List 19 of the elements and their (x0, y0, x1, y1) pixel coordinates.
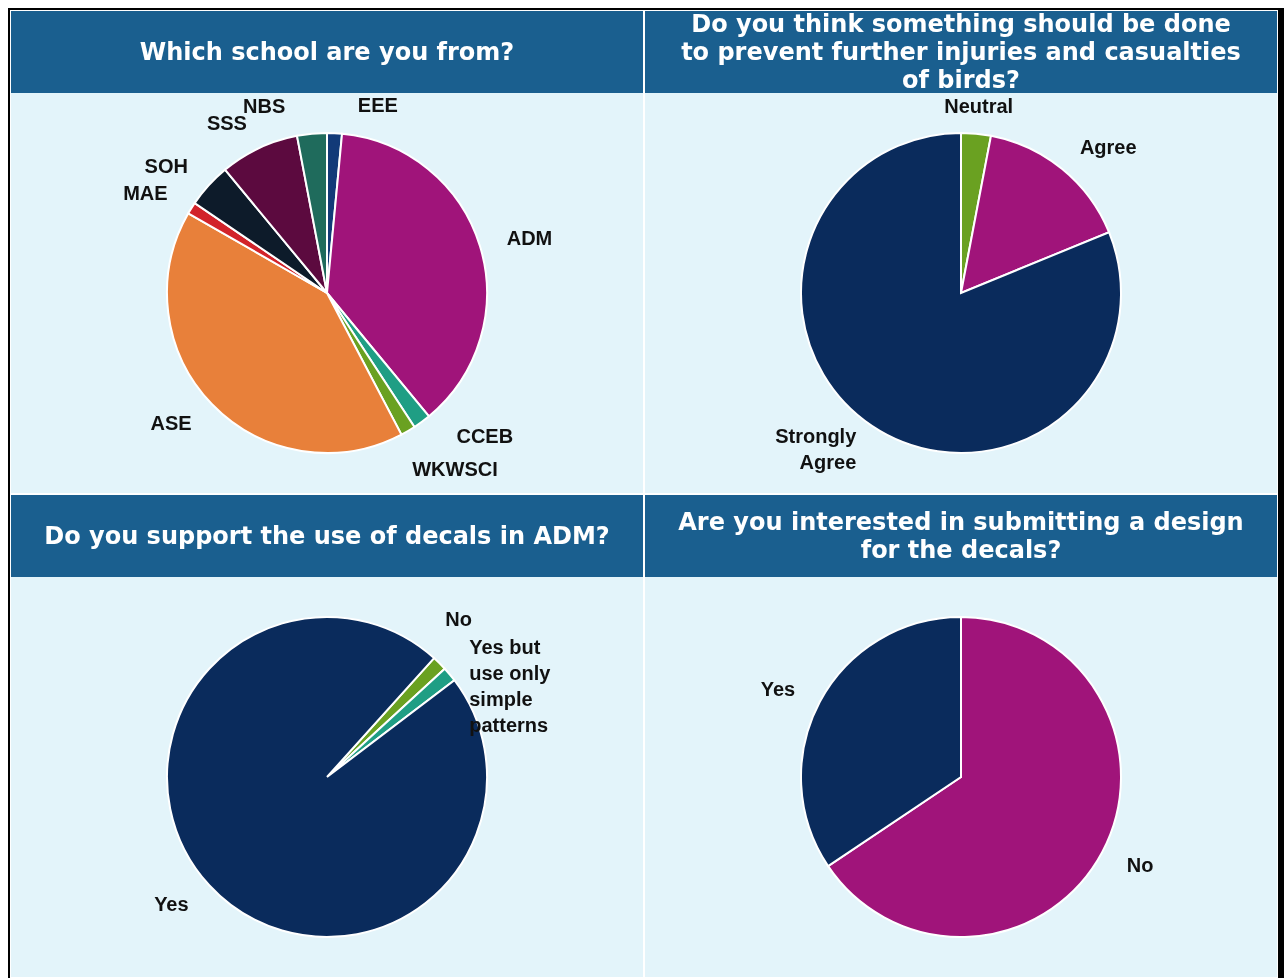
slice-label: SOH (144, 155, 188, 178)
slice-label: ADM (506, 226, 553, 249)
slice-label: WKWSCI (412, 458, 498, 481)
slice-label: EEE (357, 94, 398, 117)
chart-title: Are you interested in submitting a design for the decals? (645, 495, 1277, 577)
slice-label: CCEB (456, 425, 514, 448)
slice-label: No (445, 608, 472, 631)
chart-title: Do you think something should be done to prevent further injuries and casualties of birds? (645, 10, 1277, 94)
slice-label: Strongly Agree (775, 425, 858, 474)
chart-title: Do you support the use of decals in ADM? (11, 495, 643, 577)
slice-label: No (1126, 854, 1154, 877)
slice-label: Yes (760, 677, 796, 700)
slice-label: Neutral (944, 94, 1014, 117)
slice-label: ASE (150, 412, 192, 435)
slice-label: Agree (1079, 136, 1137, 159)
chart-title: Which school are you from? (11, 11, 643, 93)
slice-label: MAE (123, 182, 168, 205)
slice-label: NBS (243, 94, 286, 117)
slice-label: Yes (154, 893, 189, 916)
